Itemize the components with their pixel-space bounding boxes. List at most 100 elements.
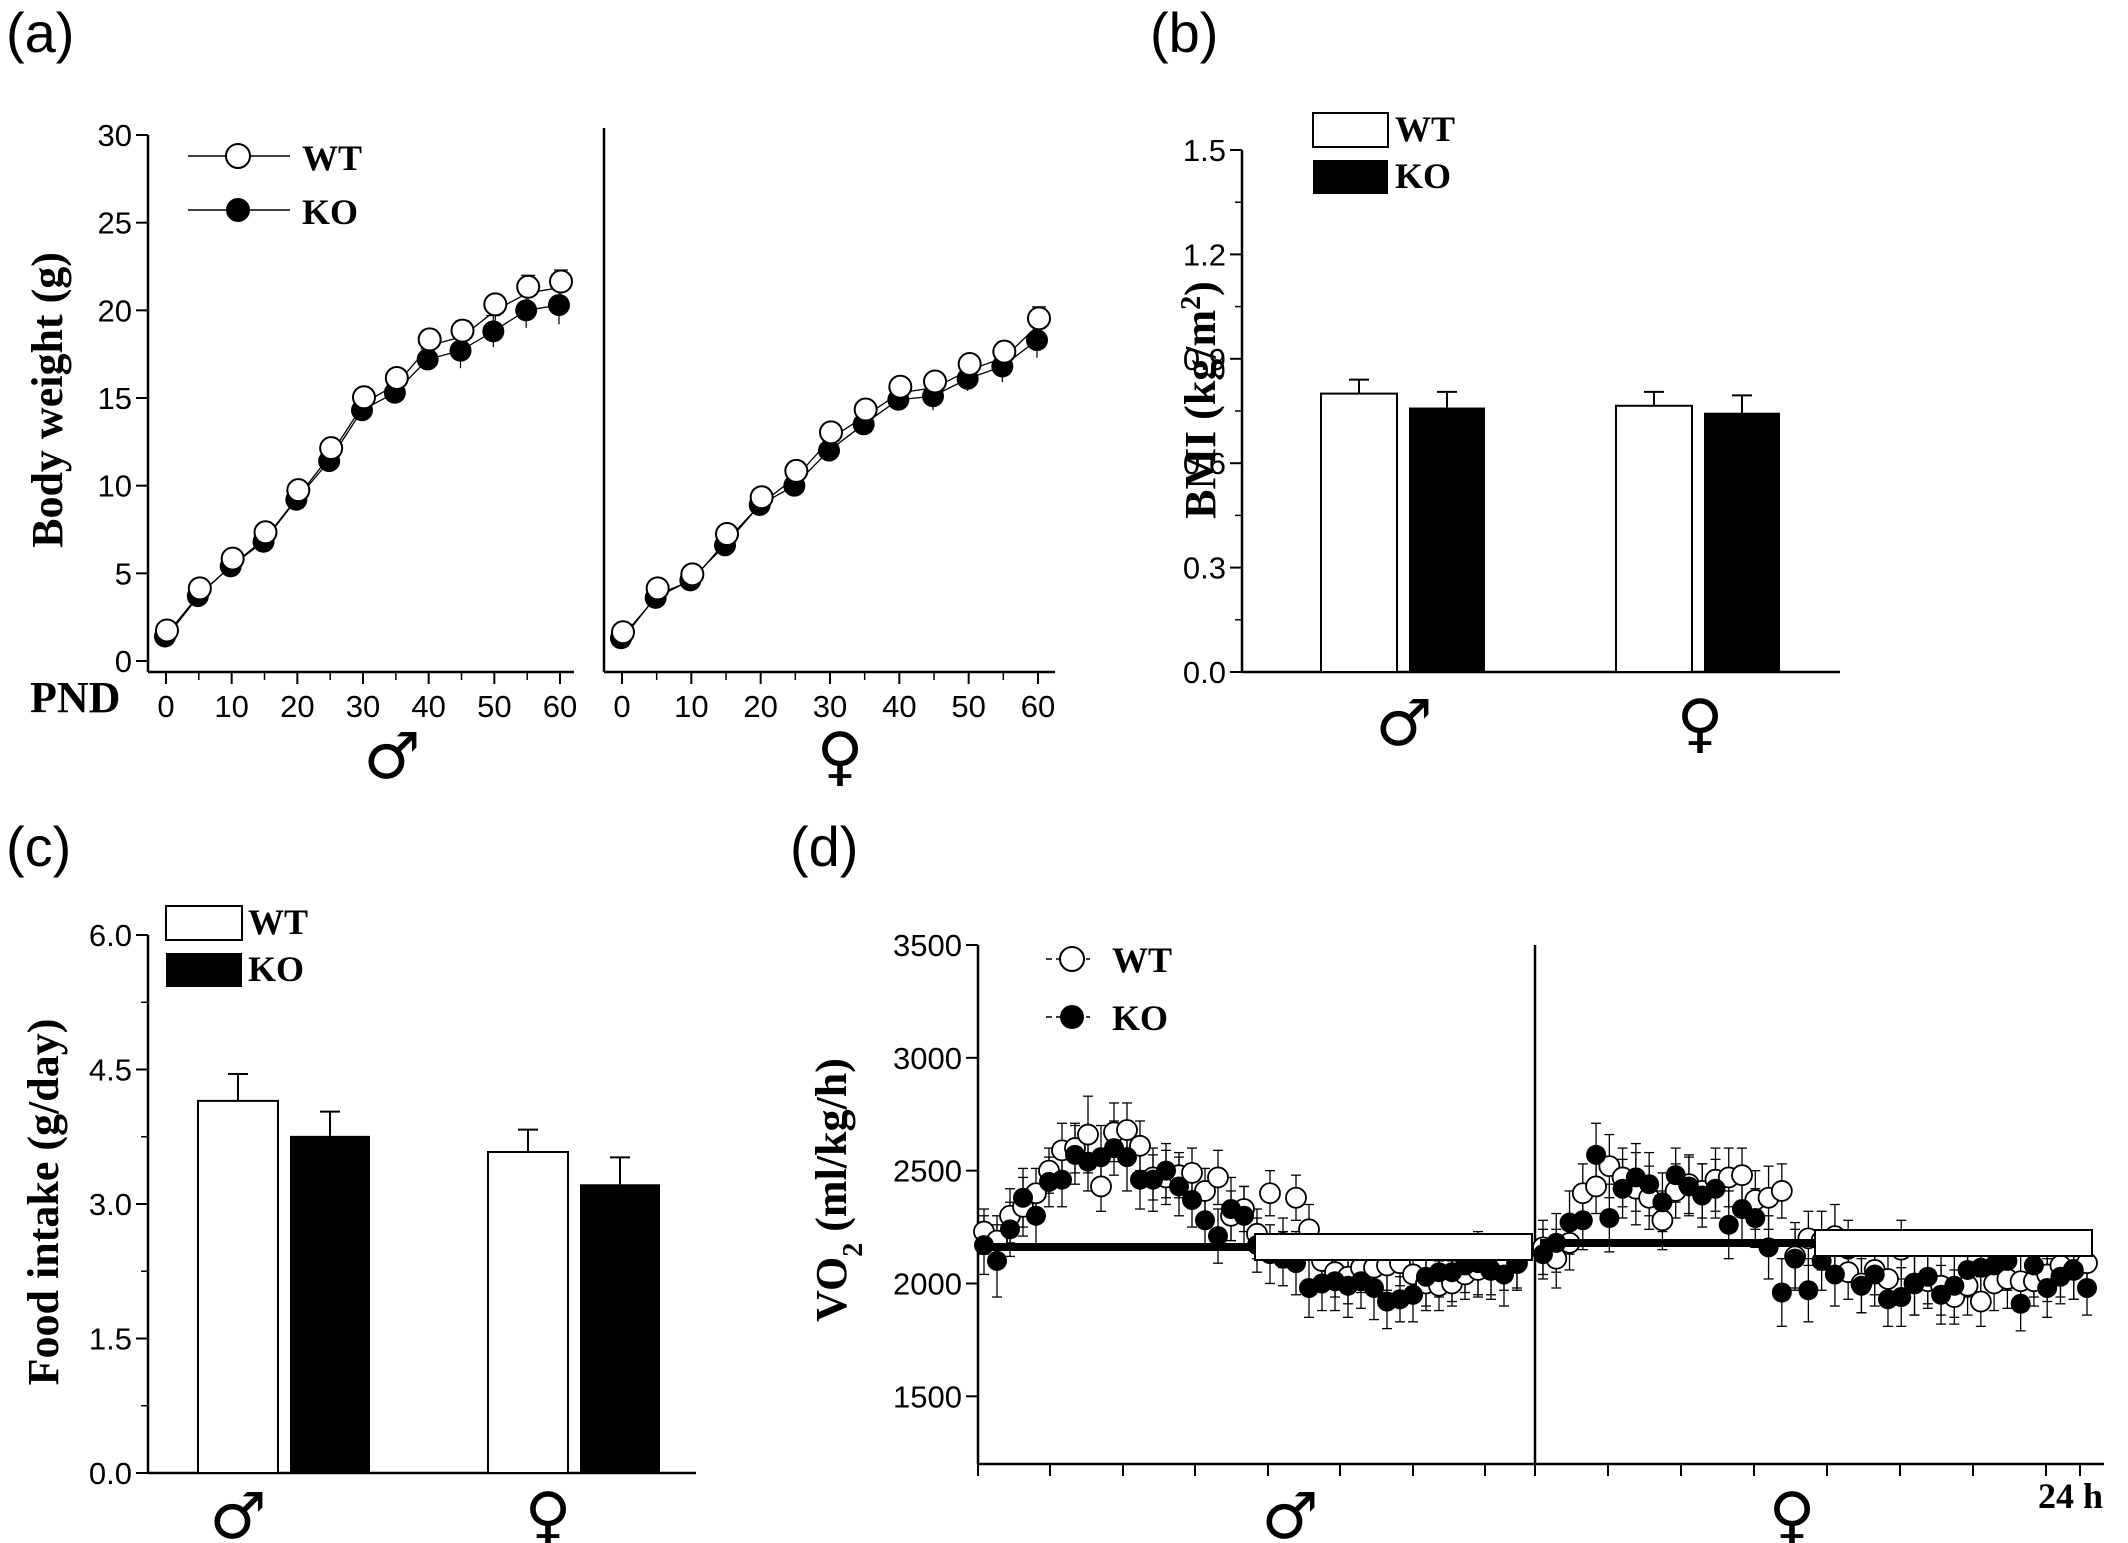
legend-ko-swatch — [166, 953, 242, 987]
wt-line — [166, 286, 562, 637]
wt-point — [319, 436, 344, 461]
y-tick-label: 1.5 — [1183, 133, 1226, 168]
y-tick-label: 0.3 — [1183, 551, 1226, 586]
panel-d-y-label-sub: 2 — [838, 1243, 869, 1257]
legend-wt-label: WT — [302, 138, 362, 178]
legend-wt-marker — [1059, 946, 1085, 972]
ko-point — [1572, 1210, 1593, 1231]
x-tick-label: 10 — [674, 689, 708, 724]
y-tick-label: 15 — [98, 381, 132, 416]
panel-c-female-symbol: ♀ — [525, 1480, 572, 1543]
wt-point — [888, 374, 913, 399]
ko-point — [1718, 1214, 1739, 1235]
wt-point — [1207, 1166, 1229, 1189]
ko-point — [1785, 1248, 1806, 1269]
x-tick-label: 0 — [157, 689, 174, 724]
wt-point — [680, 562, 705, 587]
ko-bar — [1704, 412, 1780, 672]
wt-point — [645, 576, 670, 601]
ko-point — [1117, 1147, 1137, 1168]
wt-point — [957, 351, 982, 376]
wt-point — [992, 339, 1017, 364]
panel-a-male-symbol: ♂ — [363, 720, 420, 794]
wt-point — [187, 576, 212, 601]
wt-point — [853, 397, 878, 422]
y-tick-label: 3500 — [893, 928, 962, 963]
panel-c-male-symbol: ♂ — [209, 1480, 266, 1543]
ko-point — [2063, 1259, 2084, 1280]
wt-bar — [1320, 392, 1398, 673]
ko-point — [482, 320, 505, 343]
panel-a-body-weight: 0 5 10 15 20 25 30 0 10 20 30 40 50 60 0 10 20 30 40 50 60… — [23, 118, 1055, 794]
y-tick-label: 4.5 — [89, 1053, 132, 1088]
ko-point — [2010, 1293, 2031, 1314]
ko-bar — [1409, 407, 1485, 672]
ko-point — [1599, 1208, 1620, 1229]
ko-point — [1052, 1169, 1072, 1190]
wt-point — [286, 478, 311, 503]
ko-point — [1891, 1287, 1912, 1308]
y-tick-label: 0 — [115, 644, 132, 679]
wt-point — [715, 522, 739, 547]
x-tick-label: 60 — [1021, 689, 1055, 724]
panel-d-legend: WT KO — [1046, 940, 1172, 1038]
ko-point — [515, 299, 538, 322]
ko-point — [1494, 1264, 1514, 1285]
ko-point — [2077, 1277, 2097, 1298]
panel-c-y-label: Food intake (g/day) — [19, 1019, 68, 1386]
panel-b-y-label-tail: ) — [1176, 281, 1225, 296]
ko-point — [1705, 1178, 1726, 1199]
panel-label-a: (a) — [6, 1, 74, 64]
legend-ko-marker — [226, 198, 250, 222]
y-tick-label: 1500 — [893, 1379, 962, 1414]
ko-point — [987, 1250, 1007, 1271]
legend-ko-marker — [1060, 1005, 1084, 1029]
x-tick-label: 0 — [613, 689, 630, 724]
x-tick-label: 30 — [813, 689, 847, 724]
wt-point — [253, 520, 278, 545]
wt-point — [784, 458, 809, 483]
ko-point — [2037, 1277, 2058, 1298]
y-tick-label: 2500 — [893, 1154, 962, 1189]
x-tick-label: 50 — [477, 689, 511, 724]
wt-point — [1731, 1164, 1753, 1187]
ko-point — [1665, 1165, 1686, 1186]
x-tick-label: 10 — [214, 689, 248, 724]
wt-point — [923, 369, 947, 394]
panel-d-female-symbol: ♀ — [1769, 1480, 1816, 1543]
wt-point — [1585, 1175, 1607, 1198]
legend-wt-label: WT — [1395, 109, 1455, 149]
ko-point — [1824, 1264, 1845, 1285]
ko-bar — [580, 1184, 660, 1473]
panel-d-y-label-tail: (ml/kg/h) — [807, 1058, 856, 1243]
ko-point — [1917, 1266, 1938, 1287]
panel-d-male-symbol: ♂ — [1261, 1480, 1318, 1543]
wt-point — [549, 269, 573, 294]
ko-point — [1533, 1244, 1553, 1265]
panel-label-b: (b) — [1150, 1, 1218, 64]
panel-b-bmi: 0.0 0.3 0.6 0.9 1.2 1.5 BMI (kg/m2) ♂ ♀ WT KO — [1176, 109, 1840, 761]
light-phase-bar-female — [1814, 1229, 2093, 1257]
ko-point — [1652, 1192, 1673, 1213]
panel-a-female-symbol: ♀ — [817, 720, 864, 794]
legend-wt-label: WT — [1112, 940, 1172, 980]
y-tick-label: 0.0 — [1183, 655, 1226, 690]
ko-point — [449, 339, 472, 362]
legend-wt-label: WT — [248, 902, 308, 942]
panel-d-vo2: 1500 2000 2500 3000 3500 VO2 (ml/kg/h) ♂ ♀ 2… — [807, 928, 2104, 1543]
wt-point — [384, 365, 409, 390]
y-tick-label: 5 — [115, 556, 132, 591]
panel-c-food-intake: 0.01.53.04.56.0 Food intake (g/day) ♂ ♀ … — [19, 902, 696, 1543]
ko-point — [1013, 1187, 1033, 1208]
y-tick-label: 0.0 — [89, 1456, 132, 1491]
y-tick-label: 20 — [98, 293, 132, 328]
wt-point — [1116, 1119, 1138, 1141]
ko-point — [1586, 1144, 1607, 1165]
wt-point — [1027, 306, 1051, 331]
wt-point — [1285, 1186, 1307, 1209]
panel-b-y-label: BMI (kg/m2) — [1176, 281, 1226, 519]
ko-point — [1851, 1275, 1872, 1296]
panel-a-legend: WT KO — [188, 138, 362, 232]
panel-d-y-label: VO2 (ml/kg/h) — [807, 1058, 869, 1322]
legend-wt-marker — [225, 143, 251, 169]
